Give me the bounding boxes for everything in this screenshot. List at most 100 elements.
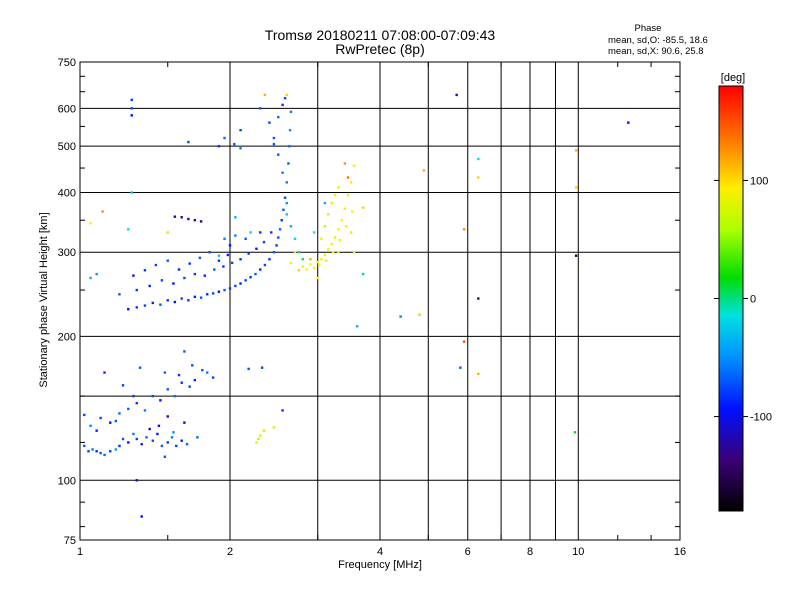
- echo-point: [260, 366, 264, 369]
- echo-point: [183, 350, 186, 353]
- echo-point: [173, 215, 177, 218]
- echo-point: [109, 421, 112, 424]
- echo-point: [213, 268, 216, 271]
- echo-point: [340, 219, 343, 222]
- echo-point: [157, 424, 161, 428]
- echo-point: [337, 186, 340, 189]
- echo-point: [180, 297, 183, 300]
- echo-point: [83, 413, 86, 417]
- echo-point: [272, 136, 276, 140]
- echo-point: [99, 416, 102, 420]
- echo-point: [166, 259, 169, 262]
- echo-point: [187, 140, 190, 144]
- echo-point: [239, 147, 242, 150]
- echo-point: [422, 169, 426, 172]
- echo-point: [281, 171, 284, 174]
- echo-point: [121, 384, 125, 387]
- echo-point: [95, 450, 98, 453]
- echo-point: [177, 373, 181, 377]
- echo-point: [297, 251, 301, 254]
- echo-point: [285, 201, 288, 205]
- echo-point: [185, 442, 189, 446]
- echo-point: [262, 240, 266, 244]
- echo-point: [138, 366, 142, 369]
- echo-point: [140, 515, 143, 518]
- x-tick-label: 10: [572, 546, 584, 558]
- phase-legend-x-mode: mean, sd,X: 90.6, 25.8: [608, 46, 704, 57]
- echo-point: [280, 219, 283, 222]
- echo-point: [462, 228, 466, 231]
- echo-point: [323, 253, 327, 257]
- echo-point: [188, 262, 191, 265]
- echo-point: [320, 237, 323, 241]
- echo-point: [234, 284, 237, 288]
- echo-point: [272, 251, 276, 254]
- y-axis-label: Stationary phase Virtual Height [km]: [38, 212, 50, 387]
- echo-point: [272, 426, 276, 429]
- echo-point: [217, 144, 221, 148]
- echo-point: [289, 110, 293, 114]
- echo-point: [127, 407, 130, 411]
- echo-point: [344, 225, 348, 228]
- echo-point: [316, 276, 319, 280]
- echo-point: [574, 254, 578, 257]
- echo-point: [151, 301, 155, 305]
- echo-point: [118, 444, 121, 448]
- echo-point: [177, 268, 181, 271]
- echo-point: [349, 181, 353, 184]
- echo-point: [226, 253, 230, 257]
- echo-point: [208, 251, 211, 254]
- echo-point: [121, 437, 125, 441]
- echo-point: [275, 244, 278, 247]
- echo-point: [160, 444, 164, 448]
- echo-point: [130, 191, 133, 194]
- x-tick-label: 6: [465, 546, 471, 558]
- echo-point: [352, 251, 356, 254]
- echo-point: [89, 276, 92, 280]
- echo-point: [217, 254, 221, 257]
- echo-point: [477, 297, 480, 300]
- chart-title: Tromsø 20180211 07:08:00-07:09:43: [265, 27, 496, 43]
- echo-point: [172, 282, 175, 285]
- echo-point: [166, 388, 169, 391]
- echo-point: [83, 444, 86, 448]
- echo-point: [159, 399, 162, 402]
- echo-point: [244, 237, 247, 241]
- echo-point: [257, 437, 260, 441]
- echo-point: [293, 251, 297, 254]
- echo-point: [143, 409, 147, 412]
- echo-point: [255, 247, 258, 250]
- echo-point: [180, 381, 183, 384]
- echo-point: [228, 244, 232, 247]
- echo-point: [277, 236, 280, 239]
- echo-point: [170, 436, 174, 439]
- echo-point: [285, 181, 288, 184]
- y-tick-label: 75: [64, 535, 76, 547]
- echo-point: [320, 258, 323, 261]
- echo-point: [140, 442, 143, 446]
- echo-point: [166, 299, 169, 302]
- echo-point: [361, 272, 365, 276]
- echo-point: [323, 201, 327, 205]
- echo-point: [183, 276, 186, 280]
- echo-point: [287, 162, 290, 165]
- echo-point: [574, 149, 578, 152]
- echo-point: [103, 453, 106, 457]
- echo-point: [282, 208, 285, 212]
- y-tick-label: 200: [58, 331, 76, 343]
- echo-point: [316, 260, 319, 264]
- echo-point: [148, 427, 151, 431]
- echo-point: [573, 431, 577, 434]
- echo-point: [173, 394, 177, 398]
- echo-point: [89, 222, 92, 225]
- echo-point: [143, 304, 147, 307]
- x-tick-label: 16: [674, 546, 686, 558]
- echo-point: [135, 479, 138, 482]
- echo-point: [289, 225, 293, 228]
- echo-point: [312, 266, 316, 270]
- echo-point: [230, 261, 234, 265]
- echo-point: [130, 98, 133, 102]
- echo-point: [173, 300, 177, 304]
- colorbar-gradient: [719, 86, 743, 511]
